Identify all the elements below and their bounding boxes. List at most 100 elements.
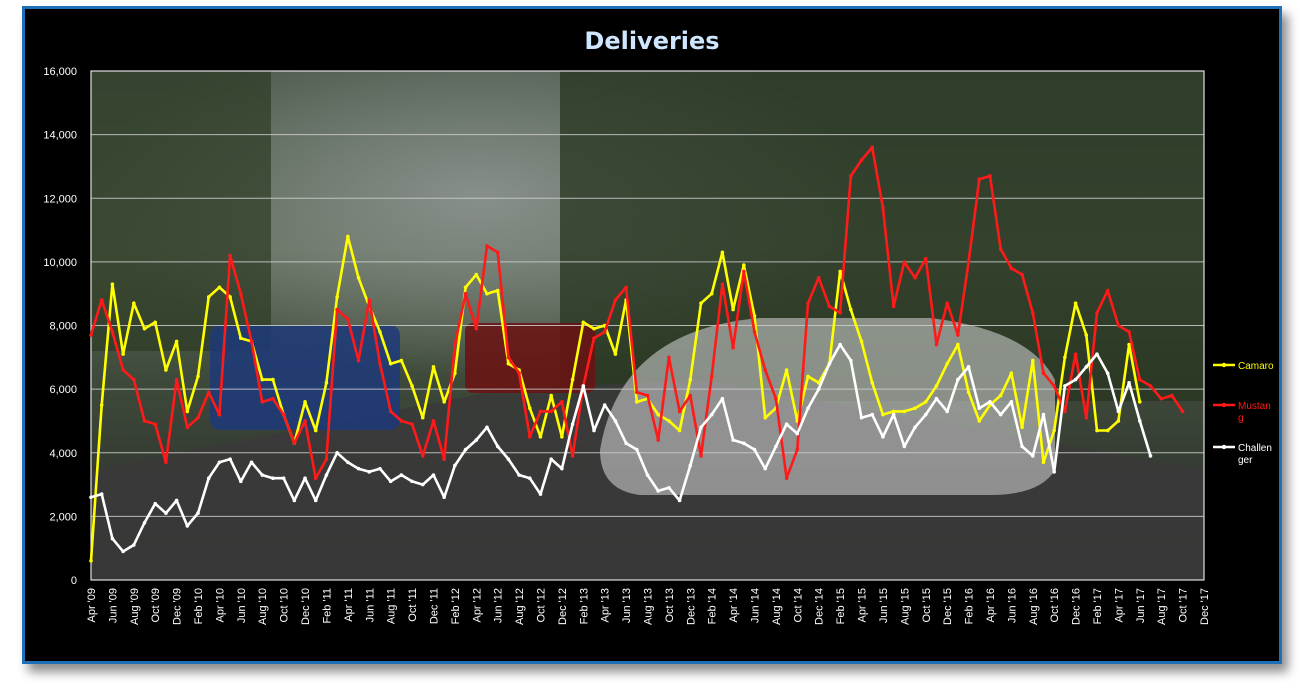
data-point-camaro — [1137, 400, 1142, 404]
data-point-challenger — [99, 492, 104, 496]
data-point-mustang — [388, 409, 393, 414]
data-point-challenger — [699, 425, 703, 430]
data-point-challenger — [774, 444, 778, 449]
data-point-mustang — [335, 307, 339, 312]
data-point-challenger — [613, 419, 618, 423]
data-point-mustang — [966, 260, 971, 264]
x-tick-label: Feb '13 — [578, 588, 590, 624]
data-point-mustang — [185, 425, 190, 430]
data-point-mustang — [688, 393, 693, 398]
data-point-mustang — [795, 447, 800, 452]
x-tick-label: Jun '09 — [107, 588, 119, 623]
data-point-camaro — [153, 320, 158, 325]
data-point-challenger — [645, 473, 650, 477]
y-tick-label: 0 — [71, 575, 77, 587]
x-tick-label: Oct '12 — [535, 588, 547, 623]
x-tick-label: Apr '12 — [471, 588, 483, 623]
data-point-camaro — [1073, 301, 1078, 306]
data-point-challenger — [634, 447, 639, 452]
data-point-challenger — [988, 400, 992, 404]
data-point-challenger — [592, 428, 596, 433]
data-point-challenger — [1148, 454, 1153, 458]
x-tick-label: Apr '11 — [343, 588, 355, 622]
data-point-camaro — [1052, 428, 1056, 433]
data-point-camaro — [1041, 460, 1046, 465]
data-point-mustang — [902, 260, 907, 264]
data-point-camaro — [656, 412, 661, 417]
data-point-challenger — [196, 511, 200, 515]
data-point-mustang — [838, 310, 842, 315]
data-point-challenger — [495, 444, 500, 449]
data-point-camaro — [239, 336, 243, 341]
data-point-challenger — [742, 441, 746, 446]
data-point-challenger — [667, 485, 671, 490]
x-tick-label: Aug '14 — [771, 588, 783, 625]
data-point-challenger — [399, 473, 404, 477]
x-tick-label: Dec '15 — [942, 588, 954, 625]
data-point-challenger — [934, 396, 939, 401]
data-point-mustang — [1052, 384, 1056, 388]
data-point-mustang — [977, 177, 982, 181]
x-tick-label: Jun '15 — [878, 588, 890, 623]
data-point-camaro — [431, 365, 436, 369]
data-point-camaro — [849, 307, 853, 312]
data-point-camaro — [174, 339, 179, 344]
x-tick-label: Apr '15 — [857, 588, 869, 623]
data-point-mustang — [709, 374, 714, 379]
data-point-mustang — [1063, 409, 1067, 414]
data-point-challenger — [185, 524, 190, 528]
data-point-camaro — [923, 400, 928, 404]
data-point-mustang — [378, 361, 382, 366]
data-point-camaro — [720, 250, 725, 255]
x-axis-ticks: Apr '09 Jun '09 Aug '09 Oct '09 Dec '09 Feb '… — [86, 588, 1211, 625]
data-point-mustang — [806, 301, 810, 306]
x-tick-label: Oct '17 — [1178, 588, 1190, 623]
data-point-mustang — [956, 333, 960, 337]
data-point-challenger — [956, 377, 960, 382]
data-point-challenger — [431, 473, 436, 477]
data-point-mustang — [731, 345, 735, 350]
x-tick-label: Feb '16 — [964, 588, 976, 624]
x-tick-label: Oct '15 — [921, 588, 933, 623]
y-tick-label: 14,000 — [43, 130, 77, 142]
x-tick-label: Jun '11 — [364, 588, 376, 622]
data-point-challenger — [881, 435, 885, 439]
data-point-challenger — [89, 495, 93, 500]
data-point-challenger — [795, 431, 800, 436]
data-point-mustang — [699, 454, 703, 458]
data-point-challenger — [902, 444, 907, 449]
data-point-camaro — [859, 339, 864, 344]
x-tick-label: Jun '12 — [493, 588, 505, 623]
data-point-camaro — [442, 400, 446, 404]
data-point-camaro — [217, 285, 222, 290]
data-point-challenger — [356, 466, 361, 471]
data-point-challenger — [239, 479, 243, 484]
x-tick-label: Feb '17 — [1092, 588, 1104, 624]
x-tick-label: Jun '13 — [621, 588, 633, 623]
data-point-camaro — [1030, 358, 1035, 363]
x-tick-label: Oct '14 — [792, 588, 804, 623]
data-point-camaro — [570, 377, 575, 382]
data-point-challenger — [281, 476, 286, 481]
x-tick-label: Apr '09 — [86, 588, 98, 623]
data-point-mustang — [1180, 409, 1185, 414]
x-tick-label: Dec '17 — [1199, 588, 1211, 625]
data-point-mustang — [1105, 288, 1110, 293]
data-point-challenger — [966, 365, 971, 369]
data-point-camaro — [998, 393, 1003, 398]
data-point-challenger — [527, 476, 532, 481]
legend-marker-camaro — [1221, 362, 1227, 368]
data-point-challenger — [1084, 365, 1089, 369]
data-point-challenger — [164, 511, 168, 515]
data-point-camaro — [410, 384, 414, 388]
data-point-challenger — [570, 422, 575, 426]
x-tick-label: Feb '10 — [193, 588, 205, 624]
data-point-challenger — [292, 498, 297, 503]
data-point-camaro — [196, 374, 200, 379]
data-point-challenger — [271, 476, 275, 481]
data-point-challenger — [549, 457, 553, 461]
data-point-mustang — [153, 422, 158, 426]
x-tick-label: Jun '10 — [236, 588, 248, 623]
x-tick-label: Apr '10 — [214, 588, 226, 623]
data-point-camaro — [731, 307, 735, 312]
